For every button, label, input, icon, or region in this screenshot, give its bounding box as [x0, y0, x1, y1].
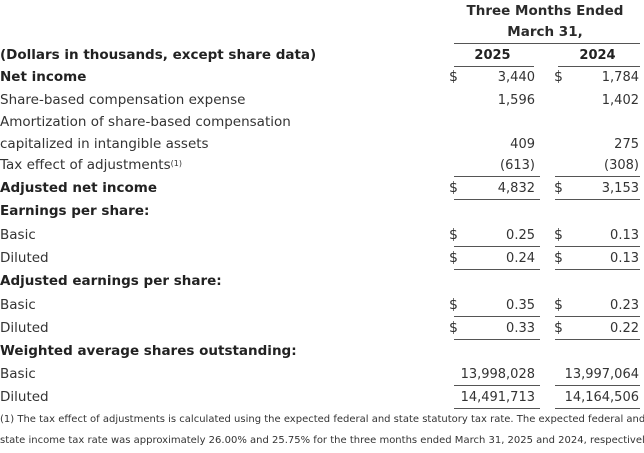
row-label: Diluted — [0, 389, 49, 405]
period-header-underline — [454, 43, 640, 44]
row-label: Diluted — [0, 320, 49, 336]
shares-diluted-underline-2024 — [555, 408, 640, 409]
row-label: Diluted — [0, 250, 49, 266]
currency-symbol: $ — [449, 227, 458, 243]
row-label: Basic — [0, 227, 36, 243]
shares-diluted-underline-2025 — [454, 408, 540, 409]
currency-symbol: $ — [554, 180, 563, 196]
value-2024: 275 — [614, 137, 639, 152]
value-2025: 1,596 — [497, 93, 535, 108]
table-row-tax-effect: Tax effect of adjustments(1) (613) (308) — [0, 154, 644, 177]
table-row-adjusted-eps-basic: Basic $ 0.35 $ 0.23 — [0, 294, 644, 317]
value-2024: 1,402 — [601, 93, 639, 108]
eps-diluted-underline-2024 — [555, 269, 640, 270]
adj-eps-basic-underline-2024 — [555, 316, 640, 317]
section-label: Adjusted earnings per share: — [0, 273, 222, 289]
currency-symbol: $ — [554, 320, 563, 336]
footnote-line2: state income tax rate was approximately … — [0, 435, 644, 446]
value-2024: 3,153 — [601, 181, 639, 196]
currency-symbol: $ — [554, 227, 563, 243]
value-2025: 3,440 — [497, 70, 535, 85]
col-2024-underline — [558, 66, 640, 67]
row-label: Share-based compensation expense — [0, 92, 246, 108]
value-2024: 0.13 — [610, 251, 639, 266]
adj-eps-basic-underline-2025 — [454, 316, 540, 317]
col-header-2024: 2024 — [579, 48, 616, 63]
total-underline-2025 — [454, 199, 540, 200]
table-row-eps-basic: Basic $ 0.25 $ 0.13 — [0, 224, 644, 247]
section-header-adjusted-eps: Adjusted earnings per share: — [0, 270, 644, 293]
table-row-shares-diluted: Diluted 14,491,713 14,164,506 — [0, 386, 644, 409]
value-2025: 4,832 — [497, 181, 535, 196]
units-label: (Dollars in thousands, except share data… — [0, 47, 317, 63]
section-label: Weighted average shares outstanding: — [0, 343, 297, 359]
value-2025: 14,491,713 — [460, 390, 535, 405]
shares-basic-underline-2025 — [454, 385, 540, 386]
value-2024: 0.23 — [610, 298, 639, 313]
table-row-adjusted-eps-diluted: Diluted $ 0.33 $ 0.22 — [0, 317, 644, 340]
value-2024: 0.13 — [610, 228, 639, 243]
col-2025-underline — [454, 66, 534, 67]
col-header-2025: 2025 — [474, 48, 511, 63]
subtotal-underline-2024 — [555, 176, 640, 177]
table-row-adjusted-net-income: Adjusted net income $ 4,832 $ 3,153 — [0, 177, 644, 200]
row-label: Adjusted net income — [0, 180, 158, 196]
section-header-eps: Earnings per share: — [0, 200, 644, 223]
value-2025: 409 — [510, 137, 535, 152]
table-row-sbc: Share-based compensation expense 1,596 1… — [0, 89, 644, 112]
adj-eps-diluted-underline-2025 — [454, 339, 540, 340]
value-2024: (308) — [604, 158, 639, 173]
value-2025: 0.24 — [506, 251, 535, 266]
eps-basic-underline-2024 — [555, 246, 640, 247]
value-2025: (613) — [500, 158, 535, 173]
table-row-amortization-line2: capitalized in intangible assets 409 275 — [0, 133, 644, 156]
currency-symbol: $ — [449, 250, 458, 266]
value-2025: 0.33 — [506, 321, 535, 336]
currency-symbol: $ — [554, 69, 563, 85]
currency-symbol: $ — [554, 297, 563, 313]
units-row: (Dollars in thousands, except share data… — [0, 44, 644, 67]
row-label: capitalized in intangible assets — [0, 136, 209, 152]
row-label: Basic — [0, 366, 36, 382]
row-label: Amortization of share-based compensation — [0, 114, 291, 130]
eps-basic-underline-2025 — [454, 246, 540, 247]
footnote-marker: (1) — [170, 159, 182, 168]
value-2024: 14,164,506 — [564, 390, 639, 405]
row-label: Net income — [0, 69, 87, 85]
adj-eps-diluted-underline-2024 — [555, 339, 640, 340]
table-row-net-income: Net income $ 3,440 $ 1,784 — [0, 66, 644, 89]
total-underline-2024 — [555, 199, 640, 200]
shares-basic-underline-2024 — [555, 385, 640, 386]
currency-symbol: $ — [554, 250, 563, 266]
period-header-line1: Three Months Ended — [466, 3, 624, 19]
value-2025: 0.35 — [506, 298, 535, 313]
section-label: Earnings per share: — [0, 203, 150, 219]
period-header-line2: March 31, — [507, 24, 583, 40]
value-2025: 0.25 — [506, 228, 535, 243]
table-row-amortization-line1: Amortization of share-based compensation — [0, 111, 644, 134]
value-2024: 13,997,064 — [564, 367, 639, 382]
value-2024: 1,784 — [601, 70, 639, 85]
currency-symbol: $ — [449, 297, 458, 313]
value-2024: 0.22 — [610, 321, 639, 336]
currency-symbol: $ — [449, 69, 458, 85]
currency-symbol: $ — [449, 180, 458, 196]
table-row-eps-diluted: Diluted $ 0.24 $ 0.13 — [0, 247, 644, 270]
footnote-line1: (1) The tax effect of adjustments is cal… — [0, 414, 644, 425]
section-header-shares: Weighted average shares outstanding: — [0, 340, 644, 363]
table-row-shares-basic: Basic 13,998,028 13,997,064 — [0, 363, 644, 386]
currency-symbol: $ — [449, 320, 458, 336]
eps-diluted-underline-2025 — [454, 269, 540, 270]
row-label: Basic — [0, 297, 36, 313]
value-2025: 13,998,028 — [460, 367, 535, 382]
row-label: Tax effect of adjustments(1) — [0, 157, 182, 173]
subtotal-underline-2025 — [454, 176, 540, 177]
